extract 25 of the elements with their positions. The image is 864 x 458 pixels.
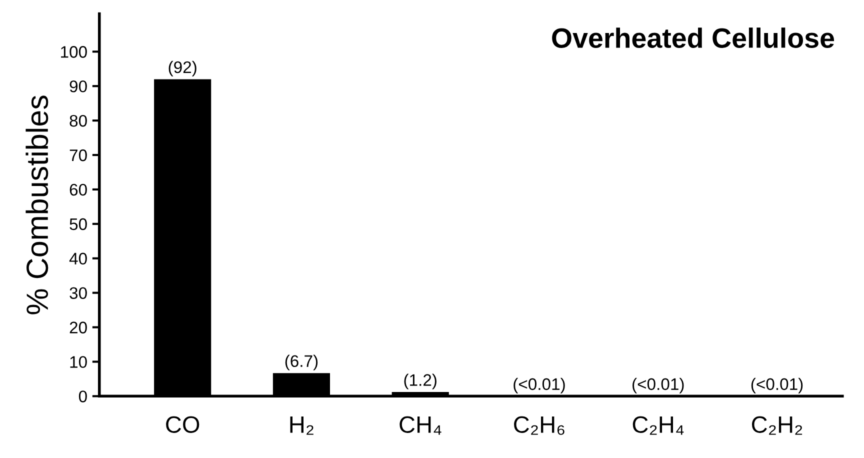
x-tick-label: CH₄ <box>400 416 442 435</box>
data-label: (<0.01) <box>632 378 684 394</box>
x-tick-label: CO <box>166 416 200 433</box>
x-tick-label: C₂H₂ <box>752 416 802 435</box>
data-label: (<0.01) <box>514 378 565 394</box>
y-tick-label: 80 <box>70 114 87 127</box>
x-tick-label: C₂H₆ <box>514 416 564 435</box>
y-tick-label: 40 <box>69 252 87 265</box>
data-label: (1.2) <box>404 374 436 390</box>
y-axis-title: % Combustibles <box>26 96 48 314</box>
data-label: (6.7) <box>285 354 318 370</box>
chart-title: Overheated Cellulose <box>552 28 834 48</box>
x-tick-label: H₂ <box>290 416 314 435</box>
y-tick-label: 50 <box>70 218 87 230</box>
y-tick-label: 30 <box>70 287 87 300</box>
y-tick-label: 10 <box>70 356 87 368</box>
y-tick-label: 60 <box>70 184 87 196</box>
y-tick-label: 0 <box>78 390 87 402</box>
data-label: (<0.01) <box>751 378 803 394</box>
data-label: (92) <box>168 60 196 76</box>
y-tick-label: 20 <box>70 322 87 334</box>
y-tick-label: 70 <box>70 149 87 162</box>
x-tick-label: C₂H₄ <box>632 416 684 435</box>
y-tick-label: 100 <box>61 46 87 58</box>
y-tick-label: 90 <box>70 80 87 92</box>
